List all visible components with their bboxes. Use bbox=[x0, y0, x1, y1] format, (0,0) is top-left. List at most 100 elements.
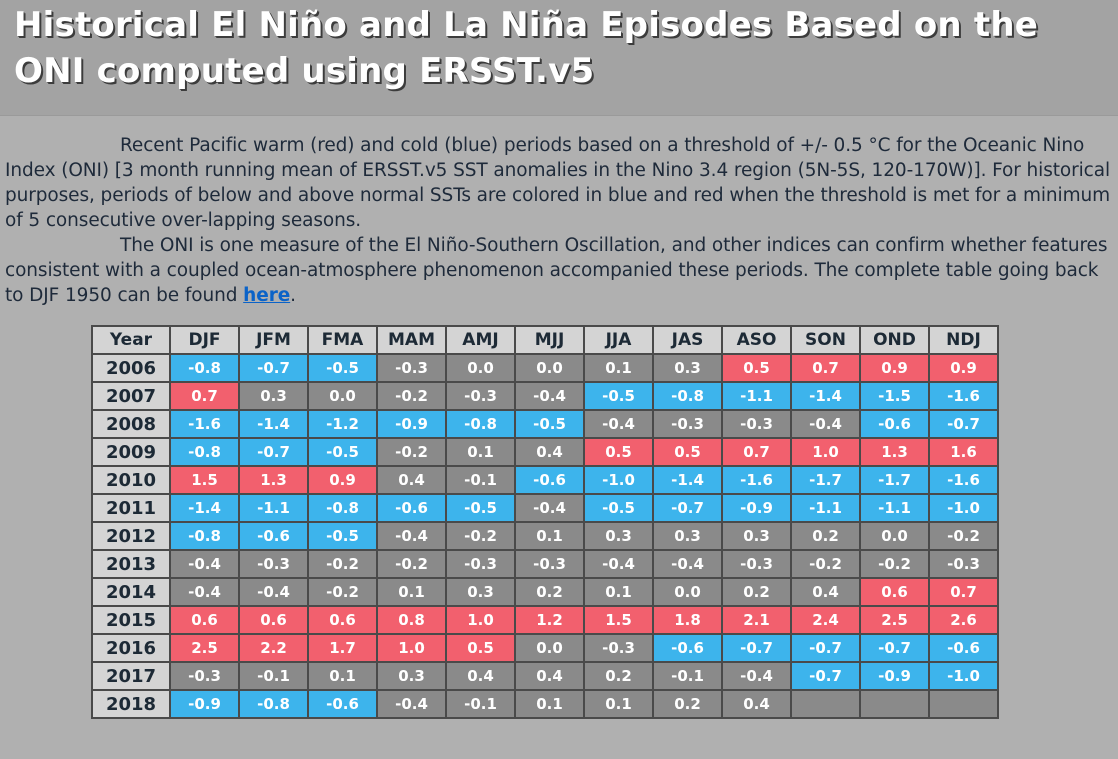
intro-paragraph-2: The ONI is one measure of the El Niño-So… bbox=[5, 233, 1113, 308]
table-row: 2008 -1.6 -1.4 -1.2 -0.9 -0.8 -0.5 -0.4 -0.3 -0.3… bbox=[91, 409, 999, 439]
oni-value-cell: 0.8 bbox=[376, 605, 447, 635]
oni-value-cell: 0.3 bbox=[376, 661, 447, 691]
oni-value-cell: -1.0 bbox=[928, 493, 999, 523]
oni-value-cell: -0.3 bbox=[721, 549, 792, 579]
table-row: 2018 -0.9 -0.8 -0.6 -0.4 -0.1 0.1 0.1 0.2 0.4 bbox=[91, 689, 999, 719]
oni-value-cell: -0.4 bbox=[238, 577, 309, 607]
oni-value-cell: 0.7 bbox=[169, 381, 240, 411]
table-row: 2012 -0.8 -0.6 -0.5 -0.4 -0.2 0.1 0.3 0.3 0.3 0.2 0… bbox=[91, 521, 999, 551]
oni-value-cell: 0.4 bbox=[514, 437, 585, 467]
oni-value-cell: -0.4 bbox=[376, 521, 447, 551]
oni-value-cell: 0.2 bbox=[790, 521, 861, 551]
oni-value-cell: 0.1 bbox=[583, 353, 654, 383]
oni-value-cell: -1.1 bbox=[721, 381, 792, 411]
oni-value-cell: -0.3 bbox=[721, 409, 792, 439]
year-cell: 2012 bbox=[91, 521, 171, 551]
oni-value-cell bbox=[928, 689, 999, 719]
oni-value-cell: -0.1 bbox=[445, 689, 516, 719]
page-title: Historical El Niño and La Niña Episodes … bbox=[14, 5, 1038, 91]
column-header-djf: DJF bbox=[169, 325, 240, 355]
oni-value-cell: 0.3 bbox=[721, 521, 792, 551]
oni-value-cell: 0.6 bbox=[169, 605, 240, 635]
oni-value-cell: -0.6 bbox=[307, 689, 378, 719]
oni-value-cell: 1.2 bbox=[514, 605, 585, 635]
oni-value-cell: -0.5 bbox=[307, 437, 378, 467]
oni-value-cell: -0.4 bbox=[169, 577, 240, 607]
here-link[interactable]: here bbox=[243, 285, 291, 306]
column-header-jja: JJA bbox=[583, 325, 654, 355]
oni-value-cell: 2.5 bbox=[169, 633, 240, 663]
oni-value-cell: -0.3 bbox=[652, 409, 723, 439]
oni-value-cell: 1.3 bbox=[238, 465, 309, 495]
header-row: Year DJF JFM FMA MAM AMJ MJJ JJA JAS ASO SON OND NDJ bbox=[91, 325, 999, 355]
oni-table-body: 2006 -0.8 -0.7 -0.5 -0.3 0.0 0.0 0.1 0.3 0.5 0.7 0.… bbox=[91, 353, 999, 719]
year-cell: 2010 bbox=[91, 465, 171, 495]
oni-value-cell: -0.3 bbox=[928, 549, 999, 579]
intro-paragraph-2-text: The ONI is one measure of the El Niño-So… bbox=[5, 235, 1108, 306]
oni-value-cell: -0.2 bbox=[307, 577, 378, 607]
oni-value-cell: -1.7 bbox=[859, 465, 930, 495]
oni-value-cell: -0.2 bbox=[790, 549, 861, 579]
oni-value-cell: 0.2 bbox=[652, 689, 723, 719]
oni-value-cell: -0.2 bbox=[859, 549, 930, 579]
table-row: 2011 -1.4 -1.1 -0.8 -0.6 -0.5 -0.4 -0.5 -0.7 -0.9… bbox=[91, 493, 999, 523]
table-row: 2013 -0.4 -0.3 -0.2 -0.2 -0.3 -0.3 -0.4 -0.4 -0.3… bbox=[91, 549, 999, 579]
oni-value-cell: -1.0 bbox=[583, 465, 654, 495]
oni-table-head: Year DJF JFM FMA MAM AMJ MJJ JJA JAS ASO SON OND NDJ bbox=[91, 325, 999, 355]
oni-value-cell: -0.3 bbox=[583, 633, 654, 663]
oni-value-cell: 1.8 bbox=[652, 605, 723, 635]
oni-value-cell: 0.7 bbox=[928, 577, 999, 607]
oni-value-cell: 0.1 bbox=[583, 577, 654, 607]
oni-value-cell: 0.7 bbox=[721, 437, 792, 467]
oni-value-cell: 0.7 bbox=[790, 353, 861, 383]
oni-value-cell: -0.4 bbox=[721, 661, 792, 691]
intro-paragraph-1: Recent Pacific warm (red) and cold (blue… bbox=[5, 135, 1111, 231]
oni-value-cell: -1.4 bbox=[169, 493, 240, 523]
oni-value-cell: 0.6 bbox=[859, 577, 930, 607]
oni-value-cell: 0.2 bbox=[721, 577, 792, 607]
oni-value-cell: -0.2 bbox=[376, 549, 447, 579]
year-cell: 2015 bbox=[91, 605, 171, 635]
oni-value-cell: -0.5 bbox=[445, 493, 516, 523]
oni-value-cell: 1.5 bbox=[583, 605, 654, 635]
oni-value-cell: -1.6 bbox=[928, 381, 999, 411]
oni-value-cell: -0.4 bbox=[376, 689, 447, 719]
oni-value-cell: -0.2 bbox=[307, 549, 378, 579]
column-header-year: Year bbox=[91, 325, 171, 355]
oni-value-cell: -0.6 bbox=[238, 521, 309, 551]
column-header-jas: JAS bbox=[652, 325, 723, 355]
oni-value-cell: 0.5 bbox=[721, 353, 792, 383]
oni-value-cell: -0.4 bbox=[514, 493, 585, 523]
oni-value-cell: -0.3 bbox=[514, 549, 585, 579]
table-row: 2006 -0.8 -0.7 -0.5 -0.3 0.0 0.0 0.1 0.3 0.5 0.7 0.… bbox=[91, 353, 999, 383]
oni-value-cell: 0.9 bbox=[928, 353, 999, 383]
column-header-ndj: NDJ bbox=[928, 325, 999, 355]
oni-value-cell: -0.9 bbox=[169, 689, 240, 719]
oni-value-cell: -0.7 bbox=[790, 633, 861, 663]
oni-value-cell: -0.3 bbox=[238, 549, 309, 579]
oni-value-cell: -0.6 bbox=[928, 633, 999, 663]
oni-value-cell: -1.4 bbox=[652, 465, 723, 495]
oni-value-cell: 0.0 bbox=[445, 353, 516, 383]
oni-value-cell: 0.2 bbox=[583, 661, 654, 691]
table-row: 2015 0.6 0.6 0.6 0.8 1.0 1.2 1.5 1.8 2.1 2.4 2.5 2.6 bbox=[91, 605, 999, 635]
oni-value-cell: 0.0 bbox=[514, 633, 585, 663]
oni-value-cell: -0.8 bbox=[169, 521, 240, 551]
column-header-ond: OND bbox=[859, 325, 930, 355]
oni-value-cell: 1.5 bbox=[169, 465, 240, 495]
column-header-mam: MAM bbox=[376, 325, 447, 355]
oni-value-cell: 0.6 bbox=[307, 605, 378, 635]
oni-value-cell: 2.5 bbox=[859, 605, 930, 635]
column-header-jfm: JFM bbox=[238, 325, 309, 355]
oni-value-cell: -0.4 bbox=[652, 549, 723, 579]
oni-value-cell: 0.9 bbox=[307, 465, 378, 495]
table-row: 2016 2.5 2.2 1.7 1.0 0.5 0.0 -0.3 -0.6 -0.7 -0.7 -0… bbox=[91, 633, 999, 663]
oni-value-cell: -0.7 bbox=[790, 661, 861, 691]
oni-value-cell: -0.7 bbox=[859, 633, 930, 663]
oni-value-cell: 2.1 bbox=[721, 605, 792, 635]
oni-value-cell: 0.3 bbox=[583, 521, 654, 551]
oni-value-cell: -1.0 bbox=[928, 661, 999, 691]
oni-value-cell: -0.9 bbox=[721, 493, 792, 523]
oni-value-cell: -0.4 bbox=[583, 409, 654, 439]
table-row: 2007 0.7 0.3 0.0 -0.2 -0.3 -0.4 -0.5 -0.8 -1.1 -1.… bbox=[91, 381, 999, 411]
